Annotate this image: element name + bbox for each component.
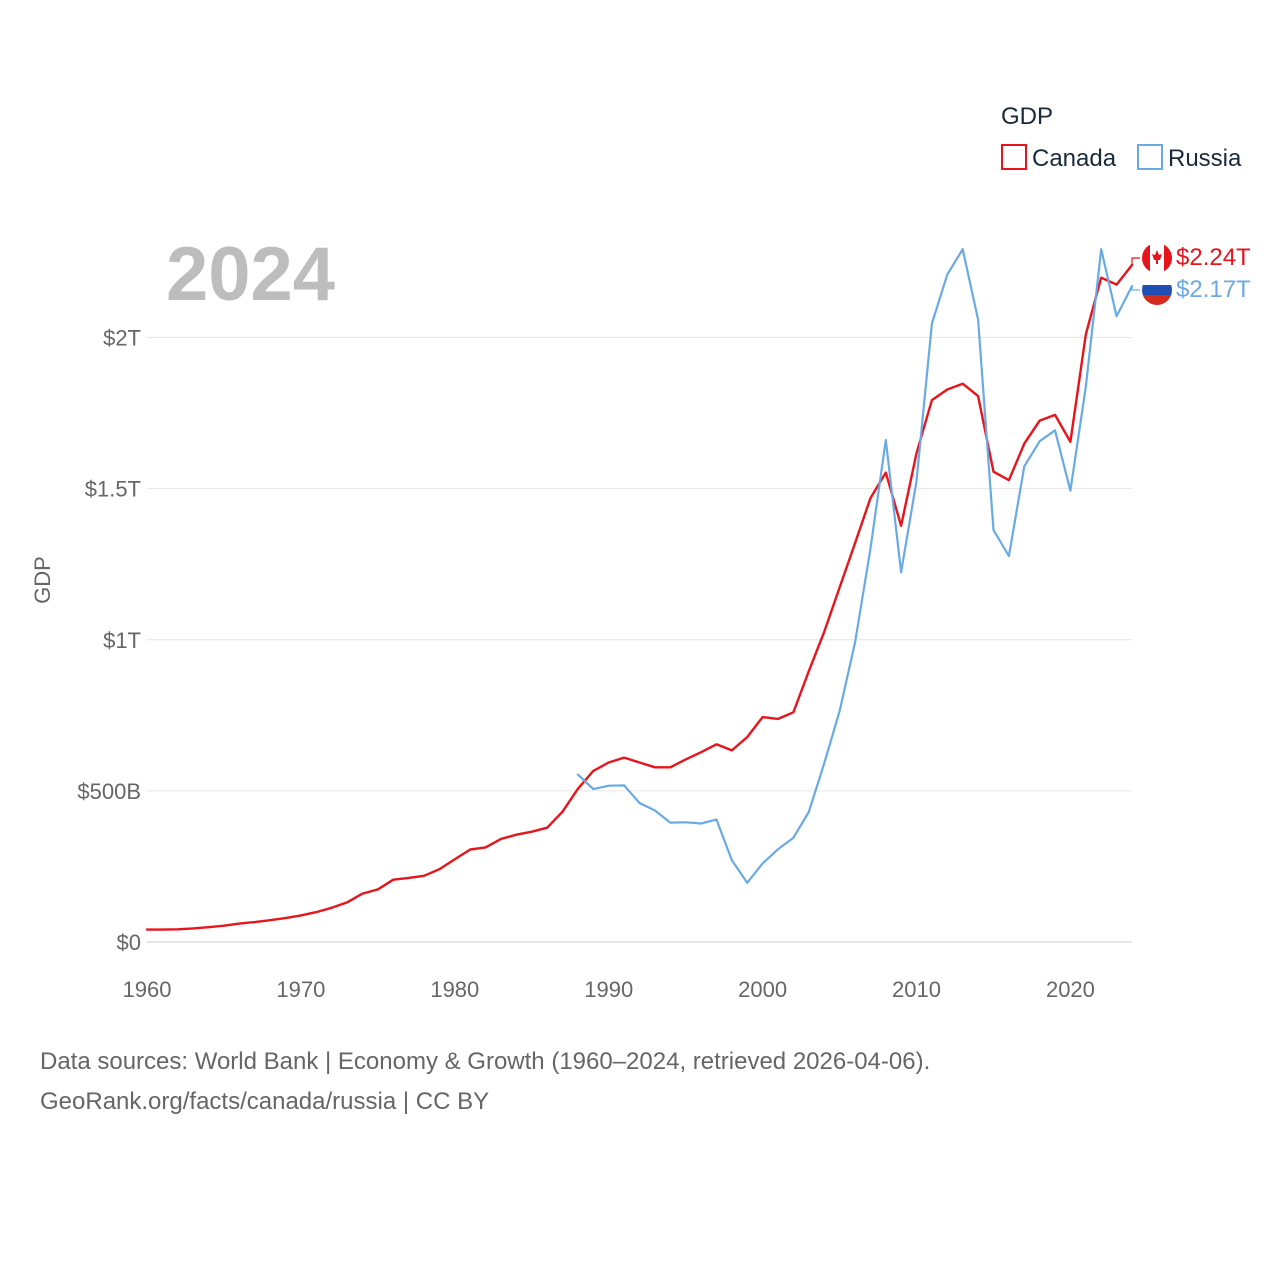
russia-end-connector xyxy=(1131,287,1140,291)
legend-swatch-russia xyxy=(1137,144,1163,170)
year-label: 2024 xyxy=(166,232,335,317)
canada-end-value: $2.24T xyxy=(1176,244,1251,271)
x-tick-label: 1990 xyxy=(584,977,633,1002)
x-tick-label: 1970 xyxy=(276,977,325,1002)
series-line-russia xyxy=(576,248,1134,884)
footer-sources-line: Data sources: World Bank | Economy & Gro… xyxy=(40,1048,931,1075)
x-tick-label: 1980 xyxy=(430,977,479,1002)
russia-end-value: $2.17T xyxy=(1176,276,1251,303)
legend-label-russia: Russia xyxy=(1168,145,1242,172)
series-end-markers: $2.24T $2.17T xyxy=(1131,243,1251,305)
y-axis-ticks: $0 $500B $1T $1.5T $2T xyxy=(77,326,141,956)
canada-end-connector xyxy=(1131,257,1140,265)
footer-credit-line: GeoRank.org/facts/canada/russia | CC BY xyxy=(40,1088,490,1115)
x-tick-label: 2000 xyxy=(738,977,787,1002)
series-lines xyxy=(145,248,1134,931)
legend: GDP Canada Russia xyxy=(1001,103,1242,172)
legend-label-canada: Canada xyxy=(1032,145,1117,172)
y-tick-label: $1T xyxy=(103,628,141,653)
x-tick-label: 2010 xyxy=(892,977,941,1002)
gridlines xyxy=(147,337,1132,943)
legend-item-russia[interactable]: Russia xyxy=(1137,144,1242,172)
x-tick-label: 2020 xyxy=(1046,977,1095,1002)
y-tick-label: $2T xyxy=(103,326,141,351)
y-axis-title: GDP xyxy=(30,556,55,604)
y-tick-label: $1.5T xyxy=(85,477,141,502)
y-tick-label: $0 xyxy=(117,930,141,955)
footer-source: Data sources: World Bank | Economy & Gro… xyxy=(40,1042,930,1122)
russia-flag-icon xyxy=(1142,275,1172,305)
x-axis-ticks: 1960 1970 1980 1990 2000 2010 2020 xyxy=(123,977,1095,1002)
legend-swatch-canada xyxy=(1001,144,1027,170)
x-tick-label: 1960 xyxy=(123,977,172,1002)
legend-item-canada[interactable]: Canada xyxy=(1001,144,1117,172)
y-tick-label: $500B xyxy=(77,779,141,804)
series-line-canada xyxy=(145,263,1134,931)
canada-flag-icon xyxy=(1142,243,1172,273)
legend-title: GDP xyxy=(1001,103,1053,130)
